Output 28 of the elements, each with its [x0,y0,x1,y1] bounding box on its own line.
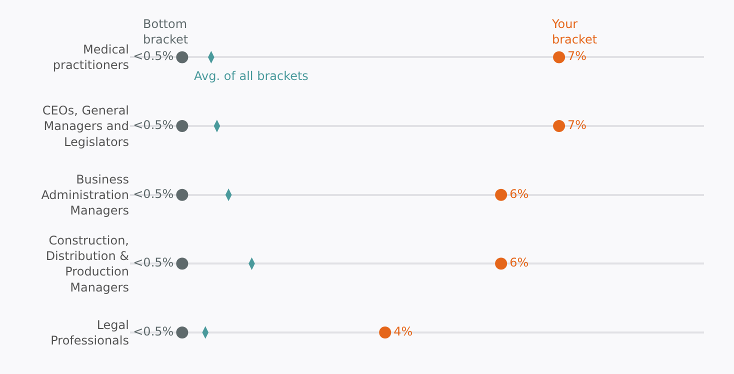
data-label: <0.5% [133,49,174,64]
series-label: Bottom bracket [143,17,188,47]
series-label: Your bracket [551,17,598,47]
point [176,188,188,201]
point [495,188,508,201]
y-tick-label: Business Administration Managers [41,172,129,218]
point [176,120,188,132]
y-tick-label: CEOs, General Managers and Legislators [42,104,129,149]
data-label: 7% [568,118,587,132]
y-tick-label: Construction, Distribution & Production Managers [46,233,129,294]
data-label: 6% [510,256,529,270]
point [553,120,566,132]
data-label: <0.5% [133,118,174,132]
data-label: <0.5% [133,256,174,270]
point [176,326,188,338]
series-label: Avg. of all brackets [194,69,308,83]
point [495,258,508,270]
data-label: <0.5% [133,186,174,201]
data-label: 4% [394,324,413,338]
point [553,51,566,64]
point [176,51,188,64]
y-tick-label: Legal Professionals [50,318,129,348]
point [379,326,392,338]
point [176,258,188,270]
data-label: 7% [568,49,587,64]
y-tick-label: Medical practitioners [52,42,129,72]
data-label: 6% [510,186,529,201]
data-label: <0.5% [133,324,174,338]
